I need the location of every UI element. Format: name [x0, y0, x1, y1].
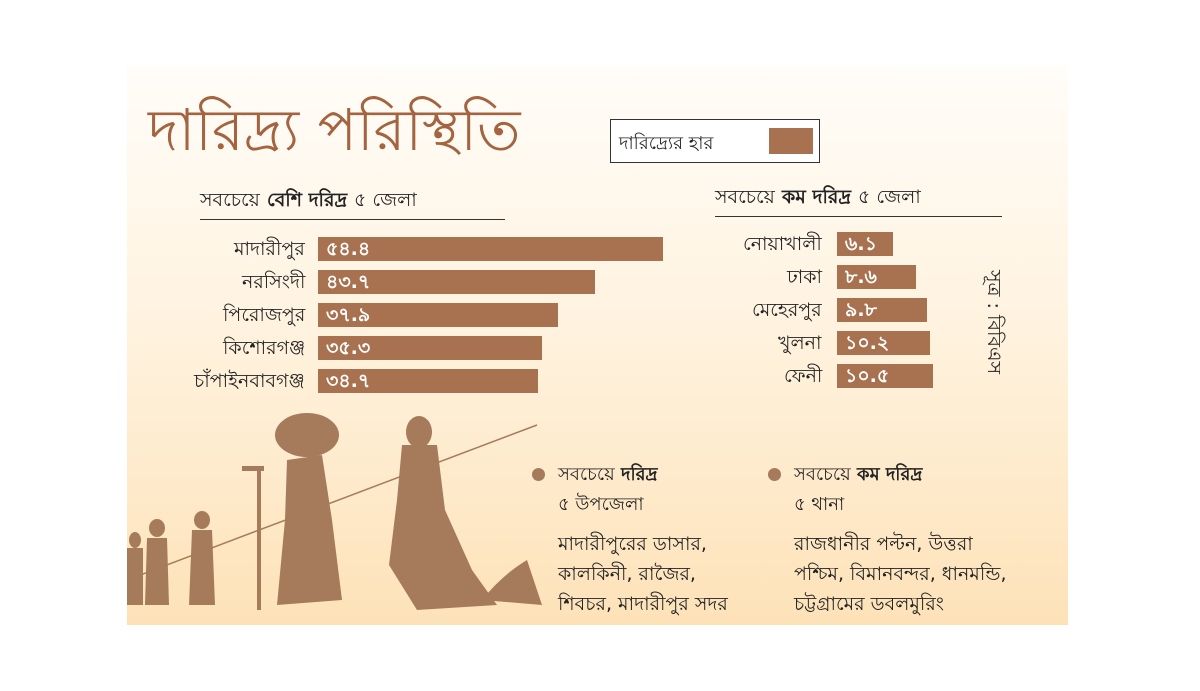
note-subheading: ৫ উপজেলা	[558, 494, 644, 515]
bullet	[768, 468, 781, 481]
chart-title: ৫ জেলা	[858, 186, 921, 208]
note-line: কালকিনী, রাজৈর,	[558, 563, 696, 585]
note-heading: কম দরিদ্র	[857, 464, 923, 485]
value-label: ১০.৫	[845, 365, 890, 387]
bar	[318, 303, 559, 327]
bullet	[532, 468, 545, 481]
main-title: দারিদ্র্য পরিস্থিতি	[148, 96, 521, 164]
legend-label: দারিদ্র্যের হার	[619, 133, 714, 154]
note-subheading: ৫ থানা	[794, 494, 845, 515]
bar	[837, 364, 934, 388]
note-heading: সবচেয়ে	[794, 464, 851, 485]
category-label: পিরোজপুর	[223, 304, 306, 326]
bar	[837, 265, 916, 289]
bar	[318, 336, 542, 360]
bar	[837, 232, 893, 256]
value-label: ৩৭.৯	[326, 304, 371, 326]
value-label: ১০.২	[845, 332, 890, 354]
bar	[837, 331, 931, 355]
value-label: ৫৪.৪	[326, 238, 371, 260]
value-label: ৮.৬	[845, 266, 877, 288]
legend-swatch	[769, 128, 813, 154]
category-label: মাদারীপুর	[234, 238, 305, 260]
category-label: খুলনা	[778, 332, 822, 354]
source: সূত্র : বিবিএস	[983, 270, 1005, 375]
value-label: ৩৪.৭	[326, 370, 371, 392]
illustration	[127, 413, 542, 610]
bar	[837, 298, 927, 322]
category-label: ফেনী	[784, 365, 823, 387]
category-label: মেহেরপুর	[752, 299, 822, 321]
category-label: চাঁপাইনবাবগঞ্জ	[194, 370, 305, 392]
chart-title: সবচেয়ে	[715, 186, 775, 208]
title-rule	[715, 216, 1002, 217]
note-line: চট্টগ্রামের ডবলমুরিং	[794, 593, 944, 615]
chart-title: ৫ জেলা	[354, 189, 417, 211]
note-line: মাদারীপুরের ডাসার,	[558, 533, 707, 555]
bar	[318, 369, 538, 393]
chart-title: সবচেয়ে	[200, 189, 260, 211]
value-label: ৬.১	[845, 233, 877, 255]
bar	[318, 270, 596, 294]
chart-title: কম দরিদ্র	[782, 186, 851, 208]
note-line: শিবচর, মাদারীপুর সদর	[558, 593, 728, 615]
category-label: নরসিংদী	[242, 271, 306, 293]
value-label: ৪৩.৭	[326, 271, 371, 293]
value-label: ৯.৮	[845, 299, 877, 321]
note-line: রাজধানীর পল্টন, উত্তরা	[794, 533, 973, 555]
category-label: ঢাকা	[787, 266, 823, 288]
note-heading: সবচেয়ে	[558, 464, 615, 485]
category-label: কিশোরগঞ্জ	[223, 337, 306, 359]
legend: দারিদ্র্যের হার	[610, 119, 820, 163]
note-heading: দরিদ্র	[621, 464, 658, 485]
chart-title: বেশি দরিদ্র	[267, 189, 348, 211]
title-rule	[200, 219, 505, 220]
bar	[318, 237, 663, 261]
category-label: নোয়াখালী	[743, 233, 822, 255]
note-line: পশ্চিম, বিমানবন্দর, ধানমন্ডি,	[794, 563, 1007, 585]
value-label: ৩৫.৩	[326, 337, 371, 359]
